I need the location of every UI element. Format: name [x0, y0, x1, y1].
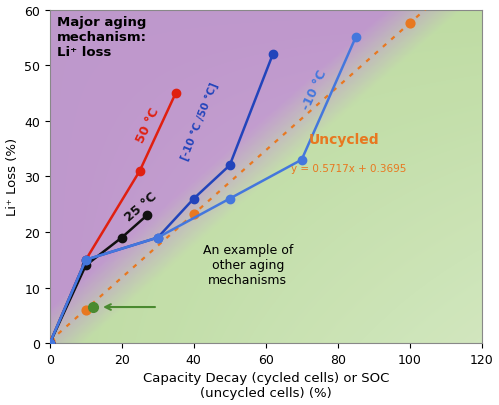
Point — [406, 21, 414, 28]
Text: [-10 °C /50 °C]: [-10 °C /50 °C] — [179, 81, 220, 161]
Text: y = 0.5717x + 0.3695: y = 0.5717x + 0.3695 — [291, 163, 406, 173]
Y-axis label: Li⁺ Loss (%): Li⁺ Loss (%) — [5, 138, 18, 216]
Text: 25 °C: 25 °C — [122, 190, 159, 224]
X-axis label: Capacity Decay (cycled cells) or SOC
(uncycled cells) (%): Capacity Decay (cycled cells) or SOC (un… — [143, 371, 389, 399]
Point — [46, 338, 54, 345]
Point — [82, 307, 90, 314]
Text: 50 °C: 50 °C — [134, 106, 162, 145]
Point — [190, 211, 198, 218]
Text: Major aging
mechanism:
Li⁺ loss: Major aging mechanism: Li⁺ loss — [57, 16, 147, 59]
Text: -10 °C: -10 °C — [300, 68, 329, 112]
Text: An example of
other aging
mechanisms: An example of other aging mechanisms — [203, 243, 293, 286]
Text: Uncycled: Uncycled — [309, 133, 380, 147]
